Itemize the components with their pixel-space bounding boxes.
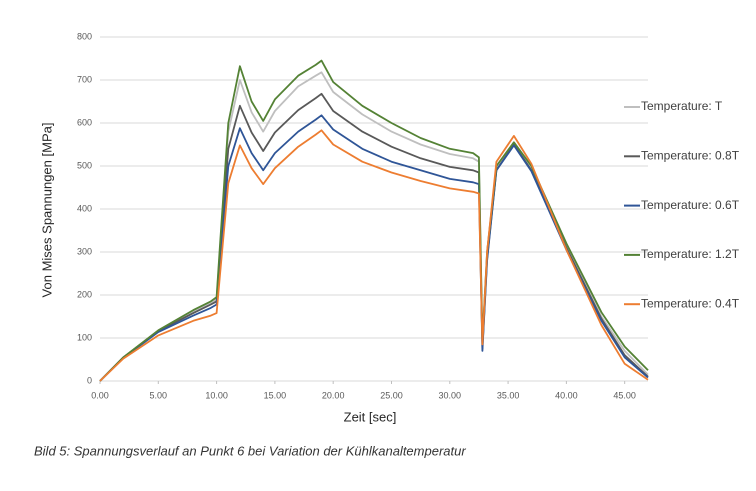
caption: Bild 5: Spannungsverlauf an Punkt 6 bei …: [34, 443, 466, 458]
legend-label: Temperature: 0.4T: [641, 296, 740, 310]
x-tick-label: 20.00: [322, 390, 345, 400]
y-tick-label: 700: [77, 74, 92, 84]
y-tick-label: 500: [77, 160, 92, 170]
x-tick-label: 30.00: [439, 390, 462, 400]
y-tick-label: 200: [77, 289, 92, 299]
y-tick-label: 400: [77, 203, 92, 213]
y-tick-label: 0: [87, 375, 92, 385]
y-tick-label: 100: [77, 332, 92, 342]
x-tick-label: 15.00: [264, 390, 287, 400]
x-tick-label: 35.00: [497, 390, 520, 400]
x-tick-label: 10.00: [205, 390, 228, 400]
series-line: [99, 71, 649, 382]
y-tick-label: 300: [77, 246, 92, 256]
x-tick-label: 45.00: [613, 390, 636, 400]
y-tick-label: 800: [77, 31, 92, 41]
x-tick-label: 40.00: [555, 390, 578, 400]
x-tick-label: 5.00: [150, 390, 168, 400]
legend-label: Temperature: 1.2T: [641, 247, 740, 261]
series-line: [99, 59, 649, 382]
series-line: [99, 129, 649, 382]
legend-label: Temperature: T: [641, 99, 723, 113]
x-axis-label: Zeit [sec]: [344, 409, 397, 424]
legend-label: Temperature: 0.6T: [641, 198, 740, 212]
legend-label: Temperature: 0.8T: [641, 148, 740, 162]
y-axis-label: Von Mises Spannungen [MPa]: [39, 123, 54, 298]
x-tick-label: 0.00: [91, 390, 109, 400]
y-tick-label: 600: [77, 117, 92, 127]
x-tick-label: 25.00: [380, 390, 403, 400]
